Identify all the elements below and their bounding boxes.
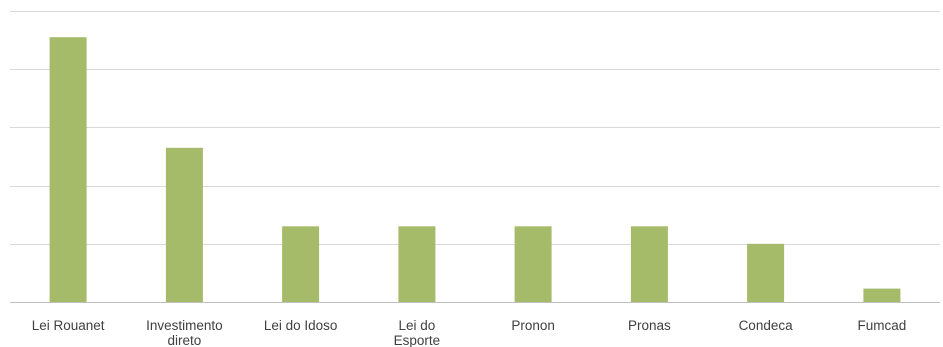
category-label: Pronas [628, 318, 671, 333]
category-label: Lei do Esporte [394, 318, 441, 347]
gridlines [10, 11, 940, 303]
bar [398, 226, 436, 302]
category-labels: Lei Rouanet Investimento direto Lei do Idos… [32, 318, 907, 347]
category-label: Lei do Idoso [264, 318, 338, 333]
category-label: Investimento direto [146, 318, 223, 347]
bar [630, 226, 668, 302]
bar [863, 288, 901, 302]
bar [165, 147, 203, 302]
bars [49, 37, 901, 302]
category-label: Pronon [511, 318, 555, 333]
bar [49, 37, 87, 302]
category-label: Fumcad [858, 318, 907, 333]
category-label: Lei Rouanet [32, 318, 105, 333]
bar [747, 243, 785, 302]
bar [514, 226, 552, 302]
category-label: Condeca [739, 318, 794, 333]
bar [282, 226, 320, 302]
